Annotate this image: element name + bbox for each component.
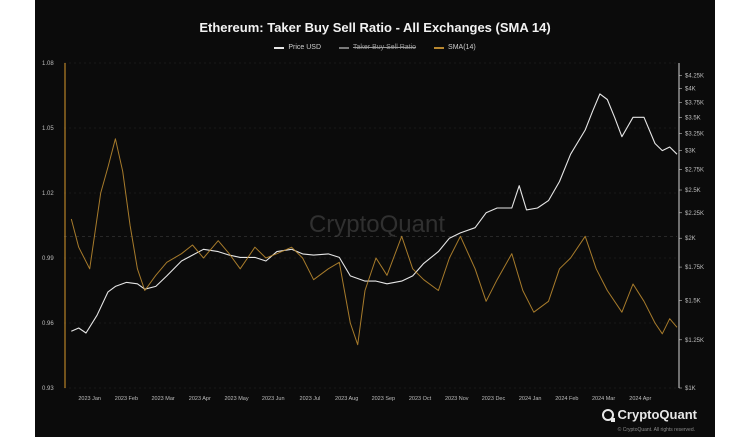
chart-panel: Ethereum: Taker Buy Sell Ratio - All Exc… bbox=[35, 0, 715, 437]
y-left-tick-label: 1.05 bbox=[42, 126, 54, 132]
chart-title: Ethereum: Taker Buy Sell Ratio - All Exc… bbox=[199, 20, 551, 35]
legend-label-taker-ratio: Taker Buy Sell Ratio bbox=[353, 44, 417, 51]
x-tick-label: 2023 Aug bbox=[335, 396, 358, 402]
y-right-tick-label: $2.25K bbox=[685, 211, 704, 217]
series-group bbox=[70, 93, 678, 346]
y-left-tick-label: 1.02 bbox=[42, 191, 54, 197]
y-right-tick-label: $2K bbox=[685, 236, 696, 242]
y-right-tick-label: $1K bbox=[685, 386, 696, 392]
x-tick-label: 2023 Jan bbox=[78, 396, 101, 402]
legend-item-price[interactable]: Price USD bbox=[274, 44, 321, 51]
copyright-text: © CryptoQuant. All rights reserved. bbox=[617, 427, 695, 433]
x-tick-label: 2023 Feb bbox=[115, 396, 138, 402]
y-right-tick-label: $1.75K bbox=[685, 265, 704, 271]
x-tick-label: 2023 Apr bbox=[189, 396, 211, 402]
legend-item-taker-ratio[interactable]: Taker Buy Sell Ratio bbox=[339, 44, 416, 51]
y-right-tick-label: $3K bbox=[685, 149, 696, 155]
y-right-tick-label: $1.25K bbox=[685, 338, 704, 344]
chart-legend: Price USD Taker Buy Sell Ratio SMA(14) bbox=[35, 44, 715, 51]
y-right-tick-label: $4K bbox=[685, 86, 696, 92]
legend-label-price: Price USD bbox=[288, 44, 322, 51]
x-tick-label: 2023 Jul bbox=[300, 396, 321, 402]
watermark: CryptoQuant bbox=[309, 211, 445, 238]
x-tick-label: 2024 Feb bbox=[555, 396, 578, 402]
y-right-tick-label: $3.5K bbox=[685, 115, 701, 121]
x-tick-label: 2023 Jun bbox=[262, 396, 285, 402]
x-tick-label: 2023 Mar bbox=[151, 396, 174, 402]
x-tick-label: 2024 Apr bbox=[629, 396, 651, 402]
legend-swatch-taker-ratio bbox=[339, 46, 350, 49]
x-tick-label: 2024 Mar bbox=[592, 396, 615, 402]
y-right-tick-label: $3.25K bbox=[685, 131, 704, 137]
legend-label-sma: SMA(14) bbox=[448, 44, 476, 51]
legend-swatch-price bbox=[274, 46, 285, 49]
legend-swatch-sma bbox=[434, 46, 445, 49]
legend-item-sma[interactable]: SMA(14) bbox=[434, 44, 476, 51]
sma-line bbox=[70, 138, 678, 346]
x-tick-label: 2023 Nov bbox=[445, 396, 469, 402]
x-tick-label: 2023 Dec bbox=[482, 396, 506, 402]
chart-svg: CryptoQuant 1.08 1.05 1.02 0.99 0.96 0.93 $4.2… bbox=[42, 61, 704, 402]
y-left-tick-label: 0.93 bbox=[42, 386, 54, 392]
y-right-tick-label: $4.25K bbox=[685, 73, 704, 79]
cryptoquant-logo-icon bbox=[601, 408, 615, 422]
x-tick-label: 2023 May bbox=[224, 396, 248, 402]
x-tick-label: 2023 Oct bbox=[409, 396, 432, 402]
axes-group: 1.08 1.05 1.02 0.99 0.96 0.93 $4.25K $4K $3.75K $… bbox=[42, 61, 704, 402]
x-tick-label: 2024 Jan bbox=[519, 396, 542, 402]
y-left-tick-label: 0.96 bbox=[42, 321, 54, 327]
x-tick-label: 2023 Sep bbox=[372, 396, 396, 402]
y-right-tick-label: $2.75K bbox=[685, 167, 704, 173]
y-left-tick-label: 1.08 bbox=[42, 61, 54, 67]
y-right-tick-label: $3.75K bbox=[685, 100, 704, 106]
y-left-tick-label: 0.99 bbox=[42, 256, 54, 262]
y-right-tick-label: $1.5K bbox=[685, 298, 701, 304]
grid-lines bbox=[64, 62, 677, 389]
y-right-tick-label: $2.5K bbox=[685, 188, 701, 194]
price-line bbox=[71, 93, 678, 334]
brand-logo: CryptoQuant bbox=[601, 407, 697, 422]
brand-text: CryptoQuant bbox=[617, 407, 697, 422]
